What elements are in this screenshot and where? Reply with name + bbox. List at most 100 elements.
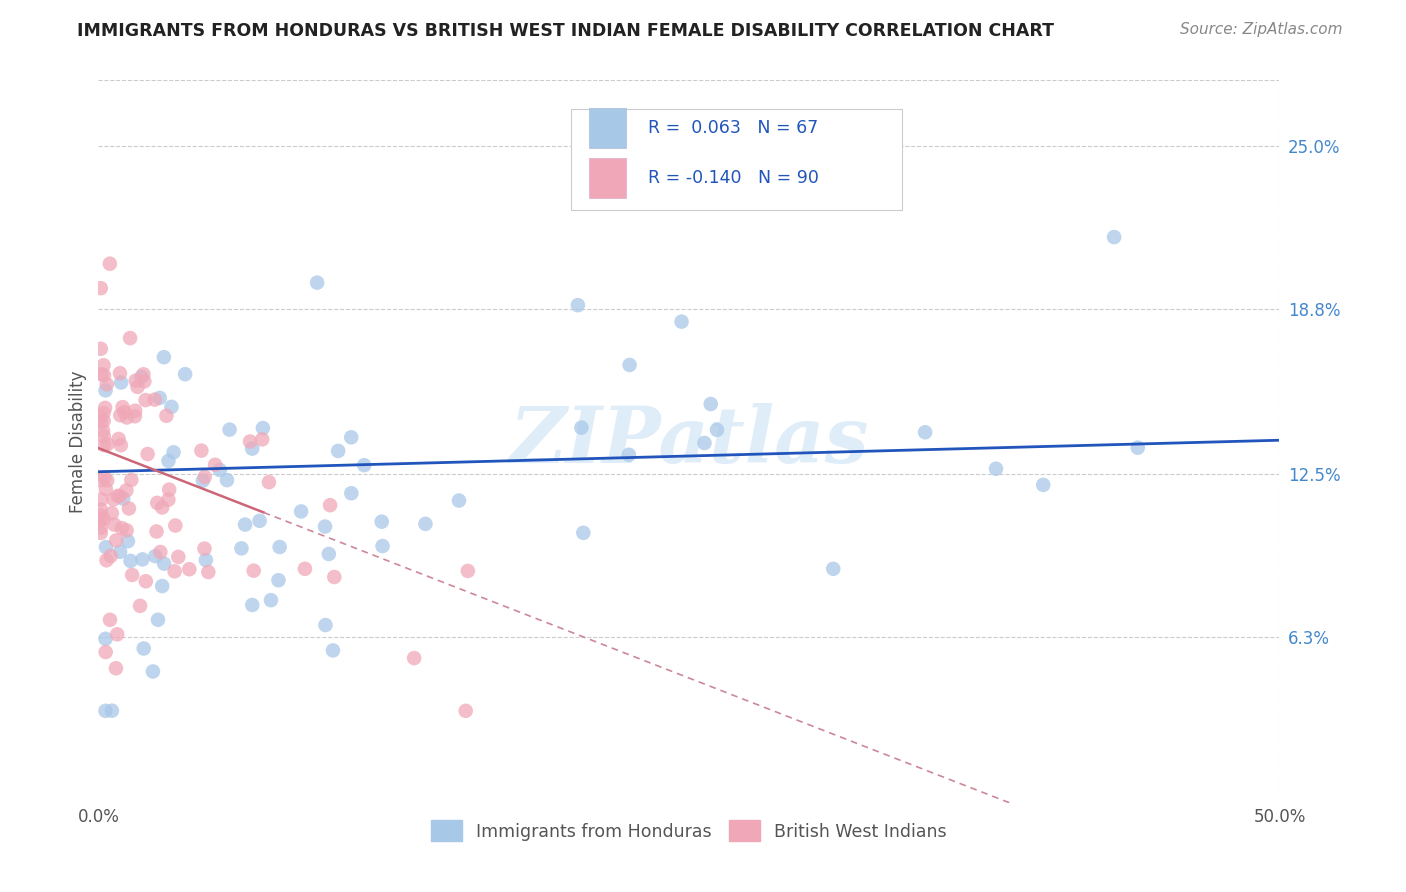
Point	[90, 281, 112, 295]
Point	[90, 367, 112, 381]
Point	[90, 525, 112, 540]
Point	[98, 257, 121, 271]
Point	[96, 437, 118, 451]
Point	[157, 483, 180, 497]
Point	[157, 492, 180, 507]
Point	[124, 409, 146, 424]
Text: R = -0.140   N = 90: R = -0.140 N = 90	[648, 169, 818, 187]
Point	[218, 423, 240, 437]
Point	[90, 342, 112, 356]
Point	[98, 613, 121, 627]
Point	[617, 448, 640, 462]
Point	[112, 405, 135, 419]
Point	[96, 474, 118, 488]
Point	[131, 370, 153, 384]
Point	[90, 409, 112, 424]
Point	[142, 665, 165, 679]
Point	[823, 562, 845, 576]
Point	[93, 414, 115, 428]
Text: IMMIGRANTS FROM HONDURAS VS BRITISH WEST INDIAN FEMALE DISABILITY CORRELATION CH: IMMIGRANTS FROM HONDURAS VS BRITISH WEST…	[77, 22, 1054, 40]
Point	[96, 553, 118, 567]
Point	[267, 573, 290, 587]
Point	[145, 524, 167, 539]
Point	[197, 565, 219, 579]
FancyBboxPatch shape	[571, 109, 901, 211]
Point	[706, 423, 728, 437]
Point	[146, 613, 169, 627]
Point	[108, 489, 131, 503]
Point	[193, 541, 215, 556]
Point	[155, 409, 177, 423]
Point	[111, 400, 134, 414]
Point	[91, 424, 114, 438]
Point	[115, 483, 138, 498]
Point	[153, 557, 176, 571]
Point	[700, 397, 723, 411]
Point	[215, 473, 238, 487]
Point	[250, 433, 273, 447]
Point	[269, 540, 291, 554]
Point	[146, 496, 169, 510]
Point	[94, 632, 117, 646]
Point	[340, 430, 363, 444]
Point	[314, 519, 336, 533]
Point	[120, 473, 142, 487]
Point	[94, 384, 117, 398]
Point	[322, 643, 344, 657]
Point	[179, 562, 201, 576]
Point	[340, 486, 363, 500]
Point	[231, 541, 253, 556]
Point	[121, 568, 143, 582]
Point	[415, 516, 437, 531]
Point	[110, 376, 132, 390]
Point	[94, 482, 117, 496]
Point	[90, 508, 112, 523]
Point	[143, 549, 166, 563]
Point	[124, 403, 146, 417]
Text: R =  0.063   N = 67: R = 0.063 N = 67	[648, 119, 818, 136]
Point	[104, 661, 127, 675]
Point	[315, 618, 337, 632]
Point	[103, 492, 125, 507]
Point	[115, 410, 138, 425]
Point	[134, 375, 156, 389]
Point	[204, 458, 226, 472]
Point	[110, 408, 132, 422]
Text: ZIPatlas: ZIPatlas	[509, 403, 869, 480]
Point	[118, 501, 141, 516]
Point	[149, 391, 172, 405]
Point	[90, 520, 112, 534]
Point	[290, 504, 312, 518]
Point	[239, 434, 262, 449]
Point	[131, 552, 153, 566]
Point	[108, 545, 131, 559]
Point	[96, 377, 118, 392]
Point	[94, 645, 117, 659]
FancyBboxPatch shape	[589, 108, 626, 147]
Point	[150, 500, 173, 515]
Point	[328, 444, 350, 458]
Point	[132, 368, 155, 382]
Point	[111, 521, 134, 535]
Point	[108, 366, 131, 380]
Point	[163, 564, 186, 578]
Point	[136, 447, 159, 461]
Point	[135, 393, 157, 408]
Point	[319, 498, 342, 512]
Point	[150, 579, 173, 593]
Point	[93, 406, 115, 420]
Point	[1126, 441, 1149, 455]
Point	[93, 512, 115, 526]
Point	[252, 421, 274, 435]
Point	[165, 518, 187, 533]
Point	[120, 331, 142, 345]
Point	[127, 380, 149, 394]
Point	[94, 704, 117, 718]
Point	[93, 429, 115, 443]
Point	[260, 593, 283, 607]
Point	[132, 641, 155, 656]
Point	[135, 574, 157, 589]
Point	[107, 489, 129, 503]
Point	[242, 564, 264, 578]
Point	[353, 458, 375, 473]
